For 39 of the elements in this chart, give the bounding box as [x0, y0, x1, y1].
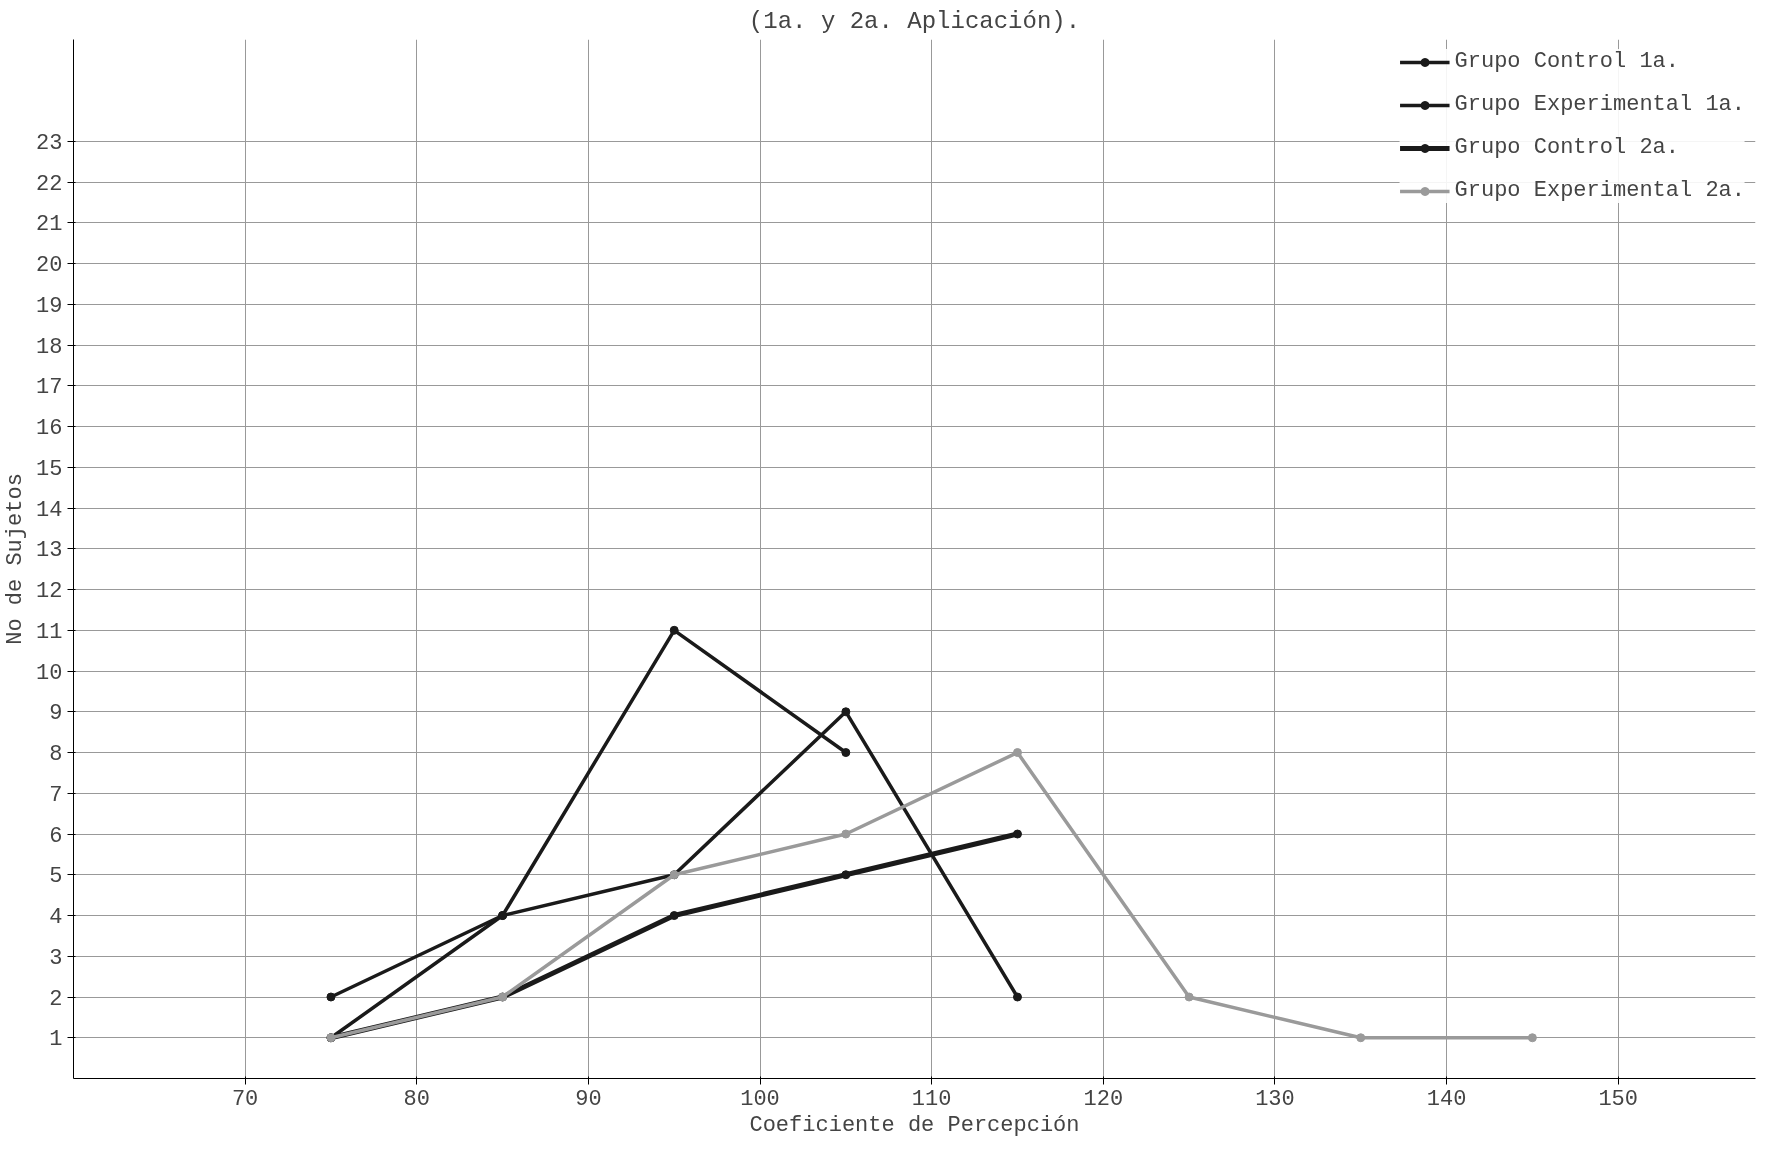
y-tick-label: 10 — [36, 660, 63, 686]
y-tick-label: 21 — [36, 212, 63, 238]
y-tick-label: 11 — [36, 619, 63, 645]
x-tick-label: 110 — [911, 1086, 952, 1112]
y-tick-label: 2 — [49, 986, 63, 1012]
y-tick-label: 12 — [36, 579, 63, 605]
chart-title: (1a. y 2a. Aplicación). — [748, 7, 1081, 35]
y-tick-label: 16 — [36, 416, 63, 442]
y-tick-label: 6 — [49, 823, 63, 849]
y-tick-label: 22 — [36, 171, 63, 197]
y-tick-label: 13 — [36, 538, 63, 564]
y-tick-label: 20 — [36, 253, 63, 279]
y-tick-label: 7 — [49, 782, 63, 808]
y-tick-label: 15 — [36, 456, 63, 482]
y-tick-label: 17 — [36, 375, 63, 401]
x-tick-label: 150 — [1598, 1086, 1638, 1112]
y-tick-label: 1 — [49, 1027, 63, 1053]
y-tick-label: 23 — [36, 130, 63, 156]
x-tick-label: 70 — [231, 1086, 259, 1112]
y-tick-label: 3 — [49, 945, 63, 971]
y-tick-label: 9 — [49, 701, 63, 727]
x-axis-title: Coeficiente de Percepción — [749, 1112, 1080, 1138]
x-tick-label: 120 — [1083, 1086, 1124, 1112]
y-tick-label: 19 — [36, 293, 63, 319]
legend-label: Grupo Control 2a. — [1454, 135, 1679, 160]
x-tick-label: 130 — [1255, 1086, 1295, 1112]
y-axis-title: No de Sujetos — [3, 473, 29, 645]
y-tick-label: 18 — [36, 334, 63, 360]
y-tick-label: 14 — [36, 497, 63, 523]
x-tick-label: 140 — [1426, 1086, 1467, 1112]
y-tick-label: 5 — [49, 864, 63, 890]
y-tick-label: 8 — [49, 742, 63, 768]
x-tick-label: 100 — [740, 1086, 780, 1112]
x-tick-label: 80 — [403, 1086, 430, 1112]
y-tick-label: 4 — [49, 905, 63, 931]
legend-label: Grupo Experimental 2a. — [1454, 178, 1745, 203]
x-tick-label: 90 — [575, 1086, 602, 1112]
legend-label: Grupo Control 1a. — [1454, 49, 1679, 74]
legend-label: Grupo Experimental 1a. — [1454, 92, 1745, 117]
